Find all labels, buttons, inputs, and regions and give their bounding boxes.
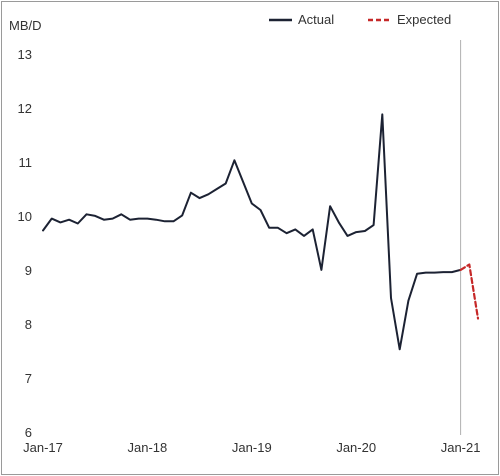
data-point-actual [432, 270, 436, 274]
x-tick-label: Jan-19 [232, 440, 272, 455]
data-point-actual [258, 208, 262, 212]
data-point-actual [241, 180, 245, 184]
y-tick-label: 13 [18, 47, 32, 62]
data-point-actual [189, 191, 193, 195]
y-axis-ticks: 6 7 8 9 10 11 12 13 [18, 47, 32, 440]
data-point-actual [284, 231, 288, 235]
data-point-actual [76, 221, 80, 225]
data-point-actual [84, 212, 88, 216]
y-tick-label: 7 [25, 371, 32, 386]
data-point-actual [50, 216, 54, 220]
y-axis-unit: MB/D [9, 18, 42, 33]
x-tick-label: Jan-17 [23, 440, 63, 455]
x-tick-label: Jan-20 [336, 440, 376, 455]
data-point-actual [232, 158, 236, 162]
data-point-actual [93, 214, 97, 218]
data-point-actual [319, 268, 323, 272]
y-tick-label: 9 [25, 263, 32, 278]
data-point-actual [250, 201, 254, 205]
y-tick-label: 8 [25, 317, 32, 332]
data-point-actual [128, 218, 132, 222]
data-point-actual [102, 218, 106, 222]
y-tick-label: 12 [18, 101, 32, 116]
data-point-actual [415, 272, 419, 276]
data-point-actual [154, 218, 158, 222]
data-point-actual [67, 218, 71, 222]
data-point-actual [137, 216, 141, 220]
data-point-actual [311, 227, 315, 231]
data-point-actual [110, 216, 114, 220]
data-point-actual [380, 112, 384, 116]
data-point-actual [163, 219, 167, 223]
x-tick-label: Jan-21 [441, 440, 481, 455]
data-point-actual [171, 219, 175, 223]
data-point-actual [58, 220, 62, 224]
data-point-actual [267, 226, 271, 230]
data-point-actual [363, 229, 367, 233]
legend-label-actual: Actual [298, 12, 334, 27]
data-point-actual [41, 228, 45, 232]
data-point-expected [467, 262, 471, 266]
data-point-expected [476, 316, 480, 320]
y-tick-label: 10 [18, 209, 32, 224]
data-point-actual [345, 234, 349, 238]
data-point-actual [441, 270, 445, 274]
data-point-actual [224, 181, 228, 185]
data-point-actual [276, 226, 280, 230]
data-point-expected [458, 268, 462, 272]
data-point-actual [450, 270, 454, 274]
data-point-actual [302, 234, 306, 238]
data-point-actual [197, 196, 201, 200]
data-point-actual [424, 270, 428, 274]
data-point-actual [337, 220, 341, 224]
data-point-actual [371, 223, 375, 227]
y-tick-label: 11 [19, 155, 33, 170]
series-group [41, 112, 480, 351]
data-point-actual [398, 347, 402, 351]
data-point-actual [206, 192, 210, 196]
data-point-actual [215, 187, 219, 191]
data-point-actual [145, 216, 149, 220]
data-point-actual [180, 213, 184, 217]
series-line-expected [459, 263, 480, 320]
data-point-actual [119, 212, 123, 216]
data-point-actual [389, 296, 393, 300]
x-axis-ticks: Jan-17 Jan-18 Jan-19 Jan-20 Jan-21 [23, 440, 480, 455]
legend: Actual Expected [269, 12, 451, 27]
data-point-actual [328, 204, 332, 208]
data-point-actual [406, 299, 410, 303]
x-tick-label: Jan-18 [128, 440, 168, 455]
data-point-actual [293, 227, 297, 231]
legend-label-expected: Expected [397, 12, 451, 27]
y-tick-label: 6 [25, 425, 32, 440]
data-point-actual [354, 230, 358, 234]
series-line-actual [42, 113, 462, 351]
